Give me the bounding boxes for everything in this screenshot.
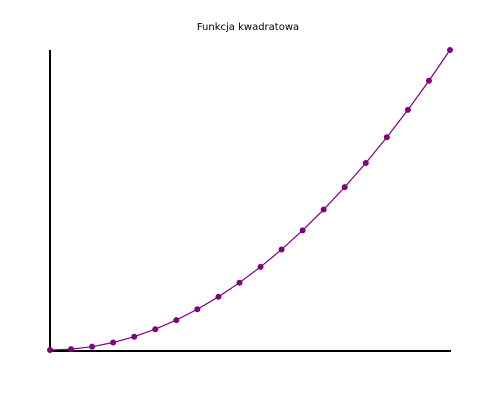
data-point [89,343,96,350]
data-point [341,184,348,191]
data-point [110,339,117,346]
data-point [257,263,264,270]
data-point [173,317,180,324]
data-point [299,227,306,234]
data-point [278,246,285,253]
data-point [425,77,432,84]
data-point [152,326,159,333]
data-point [362,160,369,167]
chart-title: Funkcja kwadratowa [197,22,299,33]
data-point [236,279,243,286]
data-point [383,134,390,141]
data-point [47,347,53,353]
data-point [320,206,327,213]
data-point [194,306,201,313]
data-point [68,346,75,353]
data-point [447,47,453,53]
data-point [131,333,138,340]
series-line [49,49,451,351]
data-point [215,293,222,300]
series-layer [47,47,453,353]
data-point [404,106,411,113]
